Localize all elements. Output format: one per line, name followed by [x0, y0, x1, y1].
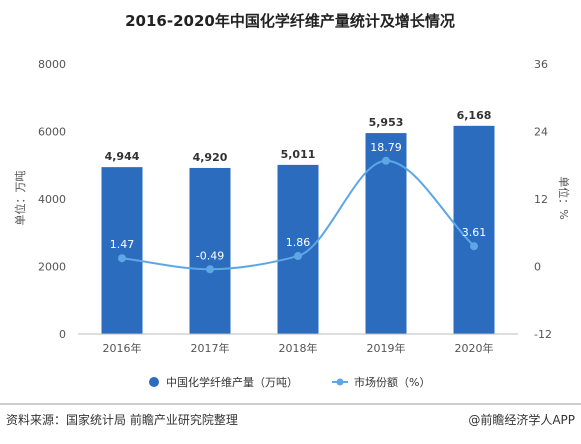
- share-line: [121, 159, 475, 271]
- bar-value-label: 5,011: [281, 148, 316, 161]
- right-tick-label: 0: [534, 261, 541, 274]
- share-point-0: [118, 254, 126, 263]
- left-tick-label: 8000: [38, 58, 66, 71]
- bar-2: [277, 164, 319, 334]
- bar-value-label: 4,944: [105, 150, 140, 163]
- x-tick-label: 2017年: [191, 341, 230, 355]
- bar-value-label: 6,168: [457, 109, 492, 122]
- bar-0: [101, 167, 143, 334]
- right-tick-label: -12: [534, 328, 552, 341]
- labels-layer: 4,944 4,920 5,011 5,953 6,168 1.47 -0.49 1.86 18…: [105, 109, 492, 262]
- bar-value-label: 4,920: [193, 151, 228, 164]
- legend-bar-swatch: [149, 377, 159, 387]
- share-point-2: [294, 252, 302, 261]
- axes-layer: 0 2000 4000 6000 8000 -12 0 12 24 36 2016年 2017年 201…: [38, 58, 552, 355]
- right-tick-label: 36: [534, 58, 548, 71]
- left-tick-label: 6000: [38, 126, 66, 139]
- legend: 中国化学纤维产量（万吨） 市场份额（%）: [149, 375, 430, 389]
- right-axis-label: 单位：%: [557, 176, 571, 219]
- share-point-3: [382, 156, 390, 165]
- share-value-label: 18.79: [370, 141, 402, 154]
- x-tick-label: 2016年: [103, 341, 142, 355]
- left-tick-label: 2000: [38, 261, 66, 274]
- left-tick-label: 0: [59, 328, 66, 341]
- share-value-label: -0.49: [196, 249, 224, 262]
- left-tick-label: 4000: [38, 193, 66, 206]
- x-tick-label: 2020年: [455, 341, 494, 355]
- line-layer: [118, 156, 478, 274]
- share-value-label: 1.47: [110, 238, 135, 251]
- chart-title: 2016-2020年中国化学纤维产量统计及增长情况: [125, 12, 455, 30]
- share-value-label: 3.61: [462, 226, 487, 239]
- legend-bar-label: 中国化学纤维产量（万吨）: [166, 375, 298, 389]
- share-point-1: [206, 265, 214, 274]
- legend-line-label: 市场份额（%）: [354, 375, 430, 389]
- legend-line-marker: [336, 378, 344, 386]
- bar-value-label: 5,953: [369, 116, 404, 129]
- bar-1: [189, 167, 231, 334]
- right-tick-label: 24: [534, 126, 548, 139]
- footer-source: 资料来源：国家统计局 前瞻产业研究院整理: [6, 412, 238, 427]
- left-axis-label: 单位：万吨: [13, 171, 27, 226]
- x-tick-label: 2018年: [279, 341, 318, 355]
- footer-brand: @前瞻经济学人APP: [468, 412, 575, 427]
- x-tick-label: 2019年: [367, 341, 406, 355]
- right-tick-label: 12: [534, 193, 548, 206]
- share-value-label: 1.86: [286, 236, 311, 249]
- share-point-4: [470, 242, 478, 251]
